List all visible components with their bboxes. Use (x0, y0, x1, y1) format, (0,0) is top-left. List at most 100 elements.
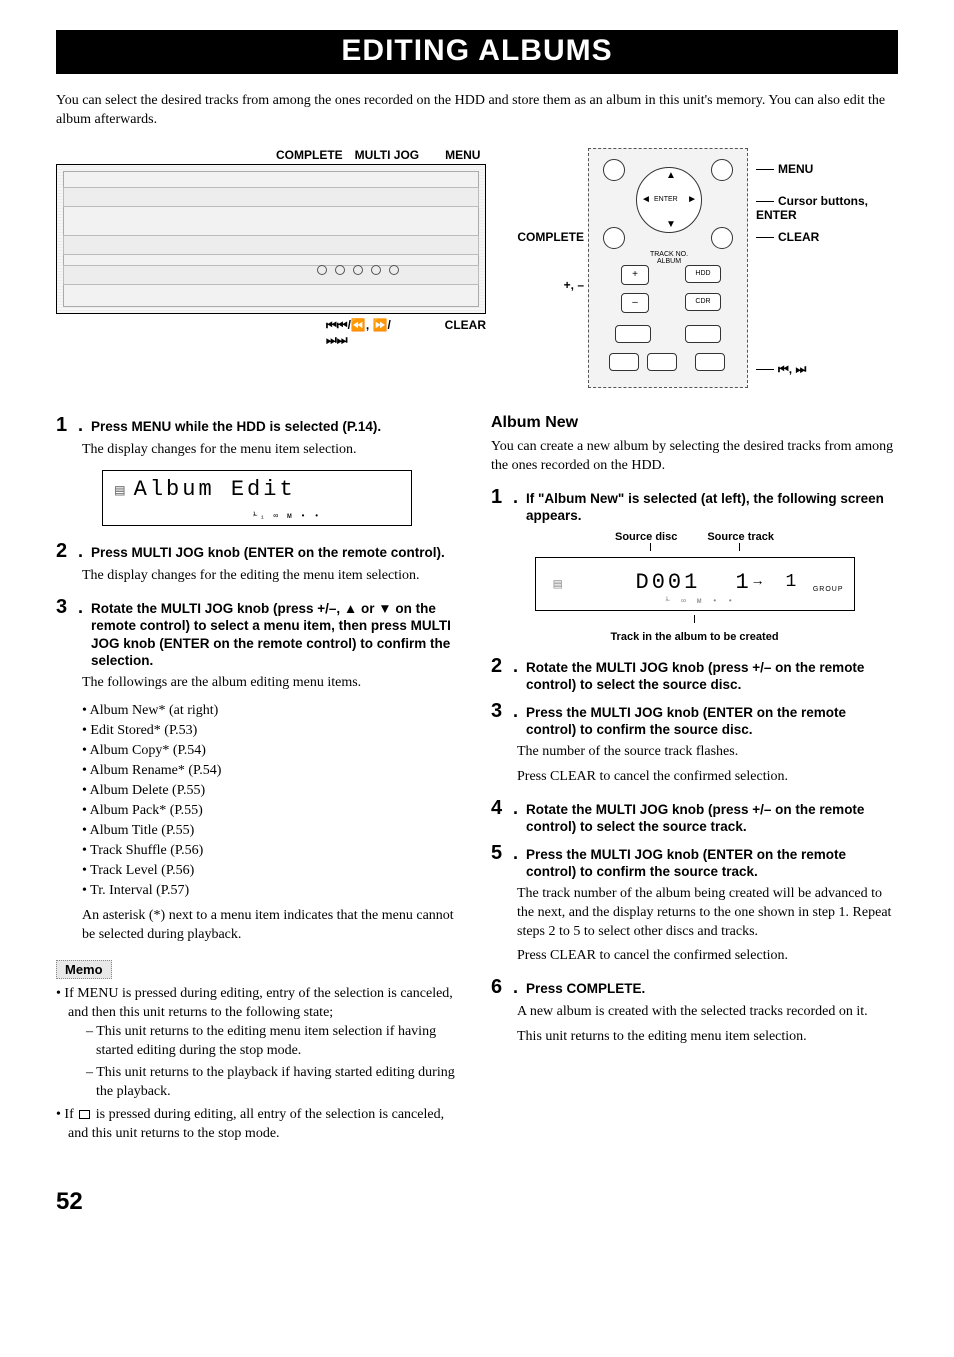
step-head: Press COMPLETE. (526, 980, 645, 998)
right-step-6: 6. Press COMPLETE. A new album is create… (491, 976, 898, 1047)
page-title-bar: EDITING ALBUMS (56, 30, 898, 74)
lcd-display-1: ▤ Album Edit ⅟₁ ∞ ᴍ • • (102, 470, 412, 526)
remote-label-cursor: Cursor buttons, ENTER (756, 194, 898, 222)
page-number: 52 (56, 1188, 898, 1216)
remote-box: ▲▼◄► TRACK NO. ALBUM + – HDD CDR (588, 148, 748, 388)
list-item: Album New* (at right) (82, 703, 463, 719)
left-step-2: 2. Press MULTI JOG knob (ENTER on the re… (56, 540, 463, 586)
intro-text: You can select the desired tracks from a… (56, 92, 898, 130)
right-column: Album New You can create a new album by … (491, 414, 898, 1148)
step-number: 3 (491, 700, 511, 723)
lcd2-group-label: GROUP (813, 586, 844, 593)
stop-icon (79, 1110, 90, 1119)
step-body: The track number of the album being crea… (517, 885, 898, 942)
disc-icon: ▤ (115, 482, 128, 500)
step-head: Press the MULTI JOG knob (ENTER on the r… (526, 704, 898, 739)
memo-list: If MENU is pressed during editing, entry… (56, 985, 463, 1143)
remote-label-menu: MENU (756, 162, 813, 176)
step-body: The followings are the album editing men… (82, 674, 463, 693)
list-item: Album Rename* (P.54) (82, 763, 463, 779)
step-head: Rotate the MULTI JOG knob (press +/– on … (526, 659, 898, 694)
list-item: Album Copy* (P.54) (82, 743, 463, 759)
list-item: Album Delete (P.55) (82, 783, 463, 799)
memo-label: Memo (56, 960, 112, 979)
diagrams-row: COMPLETE MULTI JOG MENU ⏮⏮/⏪, ⏩/⏭⏭ CLEAR… (56, 148, 898, 388)
lcd2-album-track: 1 (786, 572, 797, 592)
arrow-icon: → (754, 574, 762, 590)
lcd2-bottom-callout: Track in the album to be created (491, 631, 898, 643)
step-number: 1 (56, 414, 76, 437)
step-head: Rotate the MULTI JOG knob (press +/–, ▲ … (91, 600, 463, 670)
lcd-text: Album Edit (134, 477, 296, 502)
step-number: 1 (491, 486, 511, 509)
remote-cdr-icon: CDR (685, 293, 721, 311)
step-number: 5 (491, 842, 511, 865)
dpad-icon: ▲▼◄► (636, 167, 702, 233)
fp-label-transport: ⏮⏮/⏪, ⏩/⏭⏭ (326, 318, 405, 348)
list-item: Tr. Interval (P.57) (82, 883, 463, 899)
step-body: A new album is created with the selected… (517, 1003, 898, 1022)
list-item: Album Title (P.55) (82, 823, 463, 839)
memo-sub-item: This unit returns to the editing menu it… (86, 1023, 463, 1061)
front-panel-diagram: COMPLETE MULTI JOG MENU ⏮⏮/⏪, ⏩/⏭⏭ CLEAR (56, 148, 486, 348)
remote-label-clear: CLEAR (756, 230, 819, 244)
fp-label-menu: MENU (445, 148, 480, 162)
list-item: Edit Stored* (P.53) (82, 723, 463, 739)
memo-item: If MENU is pressed during editing, entry… (56, 985, 463, 1101)
remote-label-complete: COMPLETE (517, 230, 584, 244)
step-head: Press MULTI JOG knob (ENTER on the remot… (91, 544, 445, 562)
lcd-small-icons: ⅟₁ ∞ ᴍ • • (253, 511, 321, 521)
list-item: Track Shuffle (P.56) (82, 843, 463, 859)
step-number: 2 (491, 655, 511, 678)
callout-source-track: Source track (707, 531, 774, 543)
right-step-2: 2. Rotate the MULTI JOG knob (press +/– … (491, 655, 898, 694)
callout-source-disc: Source disc (615, 531, 677, 543)
step-body: The display changes for the menu item se… (82, 441, 463, 460)
menu-items-list: Album New* (at right) Edit Stored* (P.53… (82, 703, 463, 899)
list-item: Track Level (P.56) (82, 863, 463, 879)
step-number: 4 (491, 797, 511, 820)
remote-hdd-icon: HDD (685, 265, 721, 283)
asterisk-note: An asterisk (*) next to a menu item indi… (82, 907, 463, 945)
lcd2-track-num: 1 (736, 570, 749, 595)
step-head: If "Album New" is selected (at left), th… (526, 490, 898, 525)
right-step-5: 5. Press the MULTI JOG knob (ENTER on th… (491, 842, 898, 967)
lcd-display-2: ▤ D001 1 → 1 GROUP ⅟ ∞ ᴍ • • (535, 557, 855, 611)
step-body: Press CLEAR to cancel the confirmed sele… (517, 947, 898, 966)
lcd2-top-callouts: Source disc Source track (491, 531, 898, 543)
step-head: Press the MULTI JOG knob (ENTER on the r… (526, 846, 898, 881)
lcd2-disc-num: D001 (636, 570, 701, 595)
step-number: 3 (56, 596, 76, 619)
memo-item: If is pressed during editing, all entry … (56, 1106, 463, 1144)
remote-label-plusminus: +, – (564, 278, 584, 292)
step-head: Rotate the MULTI JOG knob (press +/– on … (526, 801, 898, 836)
step-body: The display changes for the editing the … (82, 567, 463, 586)
remote-label-seek: ⏮, ⏭ (756, 362, 806, 377)
two-column-layout: 1. Press MENU while the HDD is selected … (56, 414, 898, 1148)
right-step-3: 3. Press the MULTI JOG knob (ENTER on th… (491, 700, 898, 787)
section-heading-album-new: Album New (491, 414, 898, 432)
remote-plus-icon: + (621, 265, 649, 285)
step-number: 2 (56, 540, 76, 563)
remote-minus-icon: – (621, 293, 649, 313)
left-column: 1. Press MENU while the HDD is selected … (56, 414, 463, 1148)
lcd2-small-icons: ⅟ ∞ ᴍ • • (666, 596, 736, 606)
list-item: Album Pack* (P.55) (82, 803, 463, 819)
memo-sub-item: This unit returns to the playback if hav… (86, 1064, 463, 1102)
right-step-4: 4. Rotate the MULTI JOG knob (press +/– … (491, 797, 898, 836)
right-step-1: 1. If "Album New" is selected (at left),… (491, 486, 898, 525)
step-body: Press CLEAR to cancel the confirmed sele… (517, 768, 898, 787)
fp-label-clear: CLEAR (445, 318, 486, 348)
step-number: 6 (491, 976, 511, 999)
step-body: The number of the source track flashes. (517, 743, 898, 762)
remote-trackno-label: TRACK NO. ALBUM (639, 251, 699, 265)
fp-label-multijog: MULTI JOG (355, 148, 419, 162)
step-head: Press MENU while the HDD is selected (P.… (91, 418, 381, 436)
remote-diagram: COMPLETE +, – ▲▼◄► TRACK NO. ALBUM + – H… (506, 148, 898, 388)
left-step-3: 3. Rotate the MULTI JOG knob (press +/–,… (56, 596, 463, 693)
fp-label-complete: COMPLETE (276, 148, 343, 162)
left-step-1: 1. Press MENU while the HDD is selected … (56, 414, 463, 460)
front-panel-box (56, 164, 486, 314)
step-body: This unit returns to the editing menu it… (517, 1028, 898, 1047)
section-intro: You can create a new album by selecting … (491, 438, 898, 476)
